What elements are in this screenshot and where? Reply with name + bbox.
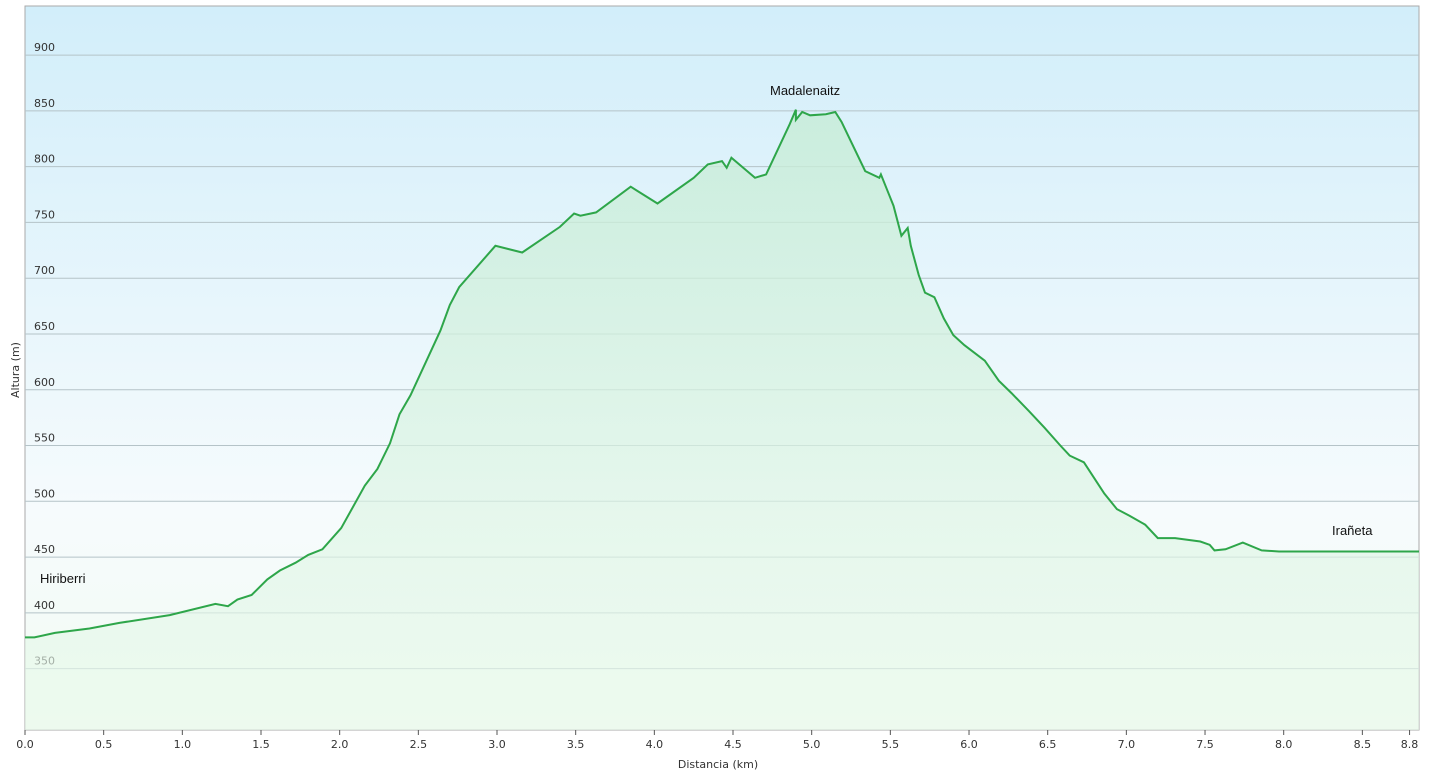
x-tick-label: 7.5 <box>1196 738 1214 751</box>
annotation: Irañeta <box>1332 523 1373 538</box>
y-tick-label: 900 <box>34 41 55 54</box>
y-tick-label: 700 <box>34 264 55 277</box>
x-tick-label: 4.0 <box>646 738 664 751</box>
x-tick-label: 4.5 <box>724 738 742 751</box>
x-tick-label: 6.5 <box>1039 738 1057 751</box>
annotation: Madalenaitz <box>770 83 840 98</box>
x-tick-label: 2.5 <box>410 738 428 751</box>
annotation: Hiriberri <box>40 571 86 586</box>
x-tick-label: 1.5 <box>252 738 270 751</box>
y-axis-label: Altura (m) <box>9 342 22 398</box>
x-axis-label: Distancia (km) <box>678 758 758 771</box>
y-tick-label: 800 <box>34 153 55 166</box>
y-tick-label: 400 <box>34 599 55 612</box>
x-tick-label: 7.0 <box>1118 738 1136 751</box>
x-tick-label: 8.5 <box>1354 738 1372 751</box>
x-tick-label: 0.5 <box>95 738 113 751</box>
y-tick-label: 500 <box>34 487 55 500</box>
x-tick-label: 8.8 <box>1401 738 1419 751</box>
y-tick-label: 850 <box>34 97 55 110</box>
x-tick-label: 3.5 <box>567 738 585 751</box>
x-tick-label: 8.0 <box>1275 738 1293 751</box>
y-tick-label: 550 <box>34 432 55 445</box>
area-fill <box>25 109 1419 730</box>
profile-line <box>25 109 1419 639</box>
x-tick-label: 6.0 <box>960 738 978 751</box>
y-tick-label: 750 <box>34 208 55 221</box>
x-tick-label: 0.0 <box>16 738 34 751</box>
x-tick-label: 5.5 <box>882 738 900 751</box>
x-tick-label: 5.0 <box>803 738 821 751</box>
y-tick-label: 600 <box>34 376 55 389</box>
x-tick-label: 1.0 <box>174 738 192 751</box>
x-tick-label: 2.0 <box>331 738 349 751</box>
x-tick-label: 3.0 <box>488 738 506 751</box>
y-tick-label: 650 <box>34 320 55 333</box>
y-tick-label: 450 <box>34 543 55 556</box>
